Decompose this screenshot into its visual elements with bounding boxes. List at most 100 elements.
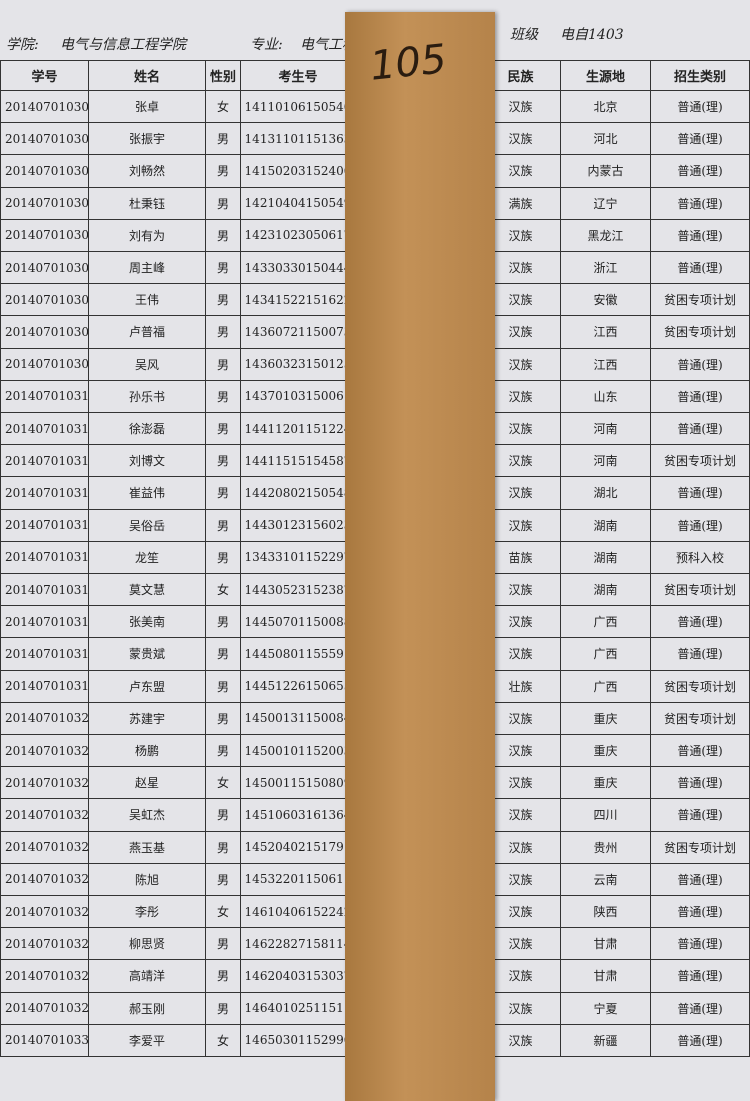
table-cell: 黑龙江 <box>560 218 651 252</box>
table-cell: 201407010318 <box>0 637 89 671</box>
table-cell: 浙江 <box>560 251 651 285</box>
table-cell: 普通(理) <box>650 122 750 156</box>
table-cell: 普通(理) <box>650 734 750 768</box>
table-cell: 14330330150444 <box>240 251 356 285</box>
table-cell: 14150203152406 <box>240 154 356 188</box>
table-cell: 14430523152387 <box>240 573 356 607</box>
table-cell: 燕玉基 <box>88 830 206 864</box>
table-cell: 男 <box>205 734 241 768</box>
table-cell: 女 <box>205 573 241 607</box>
table-cell: 四川 <box>560 798 651 832</box>
table-cell: 广西 <box>560 637 651 671</box>
table-cell: 赵星 <box>88 766 206 800</box>
table-cell: 北京 <box>560 90 651 124</box>
table-cell: 14451226150655 <box>240 669 356 703</box>
table-cell: 201407010306 <box>0 251 89 285</box>
table-cell: 普通(理) <box>650 508 750 542</box>
table-cell: 陕西 <box>560 895 651 929</box>
table-cell: 14500101152003 <box>240 734 356 768</box>
table-cell: 预科入校 <box>650 540 750 574</box>
table-cell: 贫困专项计划 <box>650 315 750 349</box>
table-cell: 杨鹏 <box>88 734 206 768</box>
table-cell: 14341522151622 <box>240 283 356 317</box>
table-cell: 河南 <box>560 412 651 446</box>
table-cell: 201407010316 <box>0 573 89 607</box>
table-cell: 201407010303 <box>0 154 89 188</box>
table-cell: 普通(理) <box>650 218 750 252</box>
class: 电自1403 <box>560 27 624 43</box>
table-cell: 刘畅然 <box>88 154 206 188</box>
table-cell: 徐澎磊 <box>88 412 206 446</box>
table-cell: 201407010317 <box>0 605 89 639</box>
table-cell: 龙笙 <box>88 540 206 574</box>
table-cell: 普通(理) <box>650 412 750 446</box>
table-cell: 山东 <box>560 379 651 413</box>
table-cell: 男 <box>205 959 241 993</box>
handwritten-note: 105 <box>367 36 449 90</box>
table-cell: 14450801155591 <box>240 637 356 671</box>
table-cell: 吴风 <box>88 347 206 381</box>
table-cell: 新疆 <box>560 1023 651 1057</box>
table-cell: 男 <box>205 862 241 896</box>
table-cell: 男 <box>205 798 241 832</box>
table-cell: 男 <box>205 669 241 703</box>
table-cell: 吴虹杰 <box>88 798 206 832</box>
table-cell: 14370103150061 <box>240 379 356 413</box>
table-cell: 广西 <box>560 605 651 639</box>
table-cell: 男 <box>205 991 241 1025</box>
table-cell: 男 <box>205 283 241 317</box>
table-cell: 201407010305 <box>0 218 89 252</box>
table-cell: 201407010323 <box>0 798 89 832</box>
table-cell: 201407010322 <box>0 766 89 800</box>
table-cell: 甘肃 <box>560 927 651 961</box>
table-cell: 普通(理) <box>650 895 750 929</box>
major-label: 专业: <box>250 37 283 53</box>
table-cell: 王伟 <box>88 283 206 317</box>
table-cell: 201407010329 <box>0 991 89 1025</box>
table-cell: 201407010314 <box>0 508 89 542</box>
table-cell: 杜秉钰 <box>88 186 206 220</box>
table-cell: 普通(理) <box>650 186 750 220</box>
table-cell: 柳思贤 <box>88 927 206 961</box>
table-cell: 刘有为 <box>88 218 206 252</box>
table-cell: 201407010326 <box>0 895 89 929</box>
table-cell: 男 <box>205 122 241 156</box>
table-cell: 201407010301 <box>0 90 89 124</box>
table-cell: 14500131150084 <box>240 701 356 735</box>
table-cell: 女 <box>205 1023 241 1057</box>
table-cell: 张振宇 <box>88 122 206 156</box>
table-cell: 张卓 <box>88 90 206 124</box>
table-cell: 高靖洋 <box>88 959 206 993</box>
table-cell: 崔益伟 <box>88 476 206 510</box>
table-cell: 普通(理) <box>650 379 750 413</box>
table-cell: 李彤 <box>88 895 206 929</box>
table-cell: 14420802150548 <box>240 476 356 510</box>
table-cell: 201407010315 <box>0 540 89 574</box>
table-cell: 刘博文 <box>88 444 206 478</box>
table-cell: 普通(理) <box>650 798 750 832</box>
table-cell: 重庆 <box>560 766 651 800</box>
table-cell: 普通(理) <box>650 605 750 639</box>
table-cell: 普通(理) <box>650 476 750 510</box>
table-cell: 辽宁 <box>560 186 651 220</box>
table-cell: 湖南 <box>560 540 651 574</box>
table-cell: 吴俗岳 <box>88 508 206 542</box>
column-header: 姓名 <box>88 60 206 91</box>
table-cell: 201407010304 <box>0 186 89 220</box>
table-cell: 201407010302 <box>0 122 89 156</box>
table-cell: 201407010312 <box>0 444 89 478</box>
class-label: 班级 <box>510 27 538 43</box>
table-cell: 河南 <box>560 444 651 478</box>
table-cell: 14620403153037 <box>240 959 356 993</box>
table-cell: 201407010319 <box>0 669 89 703</box>
table-cell: 14411201151224 <box>240 412 356 446</box>
table-cell: 贵州 <box>560 830 651 864</box>
table-cell: 男 <box>205 476 241 510</box>
table-cell: 普通(理) <box>650 991 750 1025</box>
table-cell: 男 <box>205 412 241 446</box>
table-cell: 孙乐书 <box>88 379 206 413</box>
table-cell: 莫文慧 <box>88 573 206 607</box>
table-cell: 14231023050617 <box>240 218 356 252</box>
table-cell: 201407010325 <box>0 862 89 896</box>
